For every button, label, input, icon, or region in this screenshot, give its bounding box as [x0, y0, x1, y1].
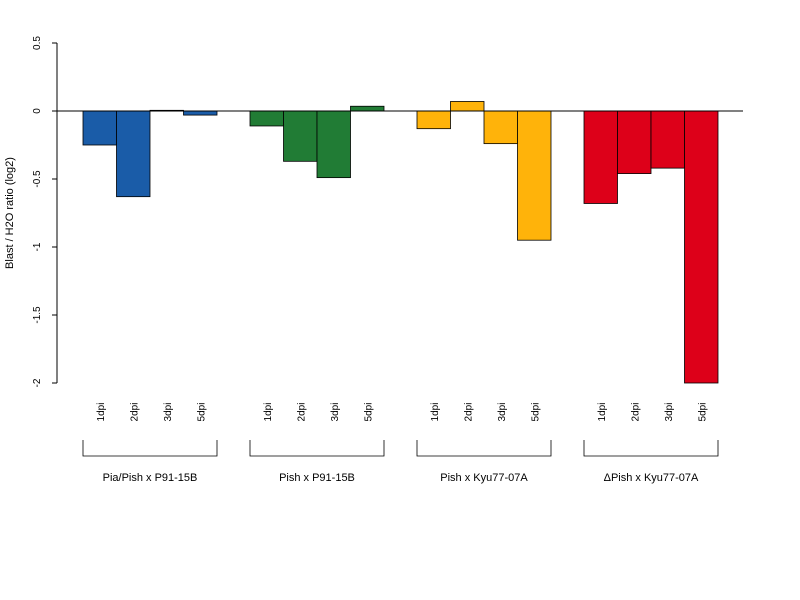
y-tick-label: -1	[32, 242, 43, 251]
x-tick-label: 3dpi	[497, 403, 508, 422]
x-tick-label: 5dpi	[363, 403, 374, 422]
group-label: Pia/Pish x P91-15B	[103, 472, 198, 484]
bar	[517, 110, 552, 241]
y-tick-label: -0.5	[32, 170, 43, 188]
x-tick-label: 3dpi	[664, 403, 675, 422]
bar	[684, 110, 719, 384]
x-tick-label: 5dpi	[697, 403, 708, 422]
bar	[183, 110, 218, 116]
x-tick-labels: 1dpi 2dpi 3dpi 5dpi 1dpi 2dpi 3dpi 5dpi 1dpi 2dpi…	[96, 403, 709, 422]
bar	[116, 110, 151, 198]
bar	[416, 110, 451, 130]
x-tick-label: 2dpi	[463, 403, 474, 422]
bar	[450, 101, 485, 112]
bar	[650, 110, 685, 169]
x-tick-label: 5dpi	[530, 403, 541, 422]
x-tick-label: 2dpi	[630, 403, 641, 422]
y-tick-label: -2	[32, 378, 43, 387]
x-tick-label: 1dpi	[263, 403, 274, 422]
x-tick-label: 1dpi	[597, 403, 608, 422]
x-tick-label: 5dpi	[196, 403, 207, 422]
bar	[283, 110, 318, 162]
bar	[617, 110, 652, 174]
group-label: Pish x P91-15B	[279, 472, 355, 484]
bar	[82, 110, 117, 146]
bar	[483, 110, 518, 145]
y-tick-label: 0	[32, 108, 43, 114]
group-label: Pish x Kyu77-07A	[440, 472, 528, 484]
x-tick-label: 2dpi	[129, 403, 140, 422]
group-bracket	[583, 440, 719, 457]
bar	[350, 105, 385, 112]
group-label: ΔPish x Kyu77-07A	[604, 472, 699, 484]
group-bracket	[82, 440, 218, 457]
bar	[316, 110, 351, 179]
x-tick-label: 1dpi	[430, 403, 441, 422]
x-tick-label: 3dpi	[330, 403, 341, 422]
bar	[583, 110, 618, 204]
y-axis-label: Blast / H2O ratio (log2)	[4, 157, 16, 269]
group-brackets: Pia/Pish x P91-15B Pish x P91-15B Pish x K…	[82, 440, 719, 484]
group-bracket	[416, 440, 552, 457]
bars	[82, 101, 719, 384]
x-tick-label: 2dpi	[296, 403, 307, 422]
y-axis: 0.5 0 -0.5 -1 -1.5 -2	[32, 36, 58, 387]
bar	[249, 110, 284, 127]
group-bracket	[249, 440, 385, 457]
x-tick-label: 3dpi	[163, 403, 174, 422]
x-tick-label: 1dpi	[96, 403, 107, 422]
y-tick-label: -1.5	[32, 306, 43, 324]
y-tick-label: 0.5	[32, 36, 43, 50]
